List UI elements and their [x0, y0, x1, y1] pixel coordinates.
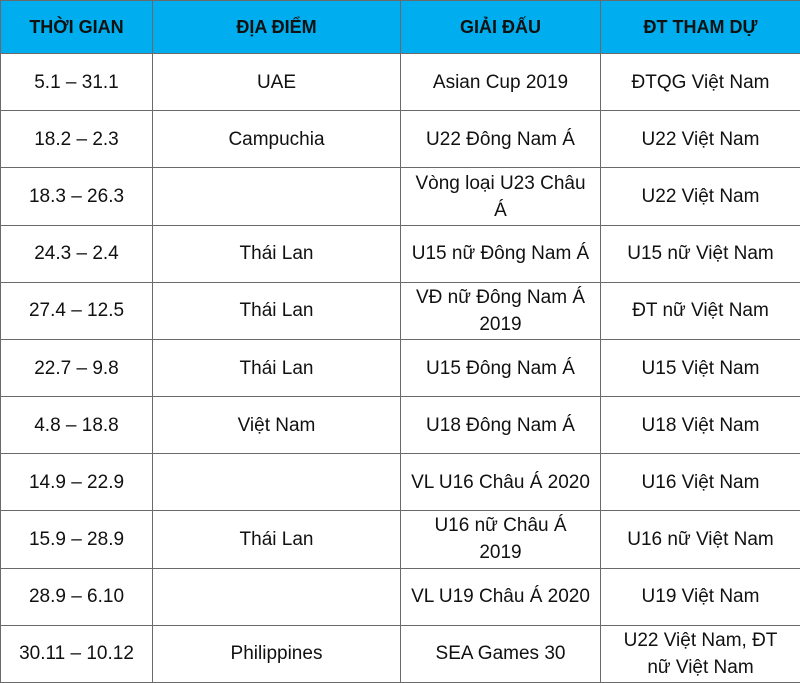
table-cell: 24.3 – 2.4 [0, 224, 153, 283]
table-cell: Thái Lan [152, 338, 401, 398]
table-cell: U22 Đông Nam Á [400, 110, 601, 169]
table-cell: ĐT nữ Việt Nam [600, 281, 800, 340]
table-cell: 15.9 – 28.9 [0, 510, 153, 569]
table-cell: U22 Việt Nam, ĐT nữ Việt Nam [600, 624, 800, 683]
table-cell: U15 nữ Đông Nam Á [400, 224, 601, 283]
table-cell: 4.8 – 18.8 [0, 396, 153, 455]
table-cell: Campuchia [152, 110, 401, 169]
table-cell: 5.1 – 31.1 [0, 53, 153, 112]
table-cell: Thái Lan [152, 224, 401, 283]
table-row: 24.3 – 2.4 Thái Lan U15 nữ Đông Nam Á U15 n… [0, 224, 800, 283]
header-cell: ĐỊA ĐIỂM [152, 0, 401, 55]
table-cell: VL U16 Châu Á 2020 [400, 453, 601, 512]
table-row: 30.11 – 10.12 Philippines SEA Games 30 U22 … [0, 624, 800, 683]
table-cell [152, 567, 401, 626]
table-cell: U16 nữ Châu Á 2019 [400, 510, 601, 569]
table-cell: U15 Việt Nam [600, 338, 800, 398]
table-row: 14.9 – 22.9 VL U16 Châu Á 2020 U16 Việt Na… [0, 453, 800, 512]
table-cell: U19 Việt Nam [600, 567, 800, 626]
header-cell: THỜI GIAN [0, 0, 153, 55]
table-cell: U16 Việt Nam [600, 453, 800, 512]
table-cell: 22.7 – 9.8 [0, 338, 153, 398]
table-cell: Vòng loại U23 Châu Á [400, 167, 601, 226]
table-cell: Thái Lan [152, 510, 401, 569]
table-cell: VĐ nữ Đông Nam Á 2019 [400, 281, 601, 340]
table-cell: U16 nữ Việt Nam [600, 510, 800, 569]
table-cell [152, 167, 401, 226]
table-row: 18.2 – 2.3 Campuchia U22 Đông Nam Á U22 Việ… [0, 110, 800, 169]
table-row: 15.9 – 28.9 Thái Lan U16 nữ Châu Á 2019 U16… [0, 510, 800, 569]
table-row: 4.8 – 18.8 Việt Nam U18 Đông Nam Á U18 Việt… [0, 396, 800, 455]
table-cell: Asian Cup 2019 [400, 53, 601, 112]
table-cell: VL U19 Châu Á 2020 [400, 567, 601, 626]
table-cell: 30.11 – 10.12 [0, 624, 153, 683]
table-cell [152, 453, 401, 512]
table-cell: SEA Games 30 [400, 624, 601, 683]
header-cell: GIẢI ĐẤU [400, 0, 601, 55]
table-cell: 28.9 – 6.10 [0, 567, 153, 626]
table-row: 18.3 – 26.3 Vòng loại U23 Châu Á U22 Việt … [0, 167, 800, 226]
table-cell: U22 Việt Nam [600, 110, 800, 169]
table-cell: UAE [152, 53, 401, 112]
table-cell: Việt Nam [152, 396, 401, 455]
table-row: 22.7 – 9.8 Thái Lan U15 Đông Nam Á U15 Việt… [0, 338, 800, 398]
table-cell: 18.2 – 2.3 [0, 110, 153, 169]
table-cell: 18.3 – 26.3 [0, 167, 153, 226]
table-cell: U18 Việt Nam [600, 396, 800, 455]
table-cell: 14.9 – 22.9 [0, 453, 153, 512]
table-cell: U18 Đông Nam Á [400, 396, 601, 455]
table-cell: U22 Việt Nam [600, 167, 800, 226]
table-row: 5.1 – 31.1 UAE Asian Cup 2019 ĐTQG Việt Nam [0, 53, 800, 112]
header-row: THỜI GIAN ĐỊA ĐIỂM GIẢI ĐẤU ĐT THAM DỰ [0, 0, 800, 55]
table-cell: 27.4 – 12.5 [0, 281, 153, 340]
table-row: 28.9 – 6.10 VL U19 Châu Á 2020 U19 Việt Na… [0, 567, 800, 626]
table-row: 27.4 – 12.5 Thái Lan VĐ nữ Đông Nam Á 2019… [0, 281, 800, 340]
table-cell: U15 Đông Nam Á [400, 338, 601, 398]
header-cell: ĐT THAM DỰ [600, 0, 800, 55]
table-cell: ĐTQG Việt Nam [600, 53, 800, 112]
table-cell: Thái Lan [152, 281, 401, 340]
table-cell: Philippines [152, 624, 401, 683]
table-cell: U15 nữ Việt Nam [600, 224, 800, 283]
